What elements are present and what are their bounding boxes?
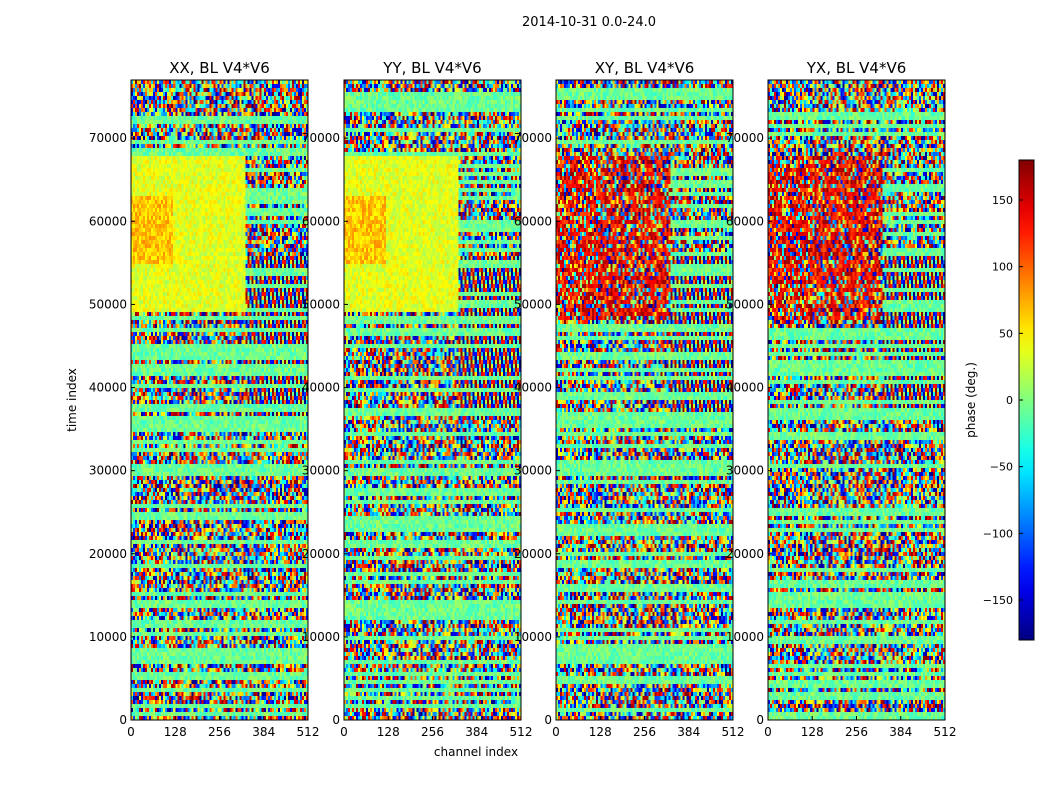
colorbar-tick-label: 50 [999, 327, 1013, 340]
y-tick-label: 0 [332, 713, 340, 727]
y-tick-label: 20000 [726, 547, 764, 561]
colorbar-tick-label: −150 [983, 594, 1013, 607]
colorbar: 150 100 50 0 −50 −100 −150 phase (deg.) [964, 159, 1035, 641]
x-tick-label: 128 [164, 725, 187, 739]
y-tick-label: 40000 [89, 381, 127, 395]
y-tick-label: 50000 [514, 297, 552, 311]
figure-suptitle: 2014-10-31 0.0-24.0 [522, 15, 656, 30]
y-tick-label: 40000 [514, 381, 552, 395]
x-tick-label: 384 [889, 725, 912, 739]
y-tick-label: 30000 [514, 464, 552, 478]
y-axis-label: time index [65, 368, 79, 432]
y-tick-label: 50000 [726, 297, 764, 311]
y-tick-label: 70000 [726, 131, 764, 145]
y-tick-label: 0 [119, 713, 127, 727]
x-tick-label: 256 [208, 725, 231, 739]
panel-xy: XY, BL V4*V6 0 128 256 384 512 0 10000 20000 3000… [514, 59, 745, 739]
colorbar-label: phase (deg.) [964, 362, 978, 438]
x-tick-label: 384 [465, 725, 488, 739]
y-tick-label: 10000 [726, 630, 764, 644]
heatmap-image [768, 80, 945, 720]
heatmap-image [556, 80, 733, 720]
x-tick-label: 128 [589, 725, 612, 739]
x-tick-label: 0 [127, 725, 135, 739]
panels: XX, BL V4*V6 0 128 256 384 512 0 10000 20000 3000… [89, 59, 957, 739]
x-tick-label: 128 [377, 725, 400, 739]
colorbar-tick-label: 150 [992, 194, 1013, 207]
panel-title: XX, BL V4*V6 [169, 59, 270, 77]
x-tick-label: 0 [764, 725, 772, 739]
panel-xx: XX, BL V4*V6 0 128 256 384 512 0 10000 20000 3000… [89, 59, 320, 739]
y-tick-label: 0 [756, 713, 764, 727]
heatmap-image [344, 80, 521, 720]
x-tick-label: 384 [252, 725, 275, 739]
y-tick-label: 20000 [89, 547, 127, 561]
panel-yx: YX, BL V4*V6 0 128 256 384 512 0 10000 20000 3000… [726, 59, 957, 739]
y-tick-label: 10000 [514, 630, 552, 644]
x-tick-label: 128 [801, 725, 824, 739]
y-tick-label: 10000 [302, 630, 340, 644]
x-tick-label: 512 [934, 725, 957, 739]
y-tick-label: 30000 [302, 464, 340, 478]
y-tick-label: 30000 [726, 464, 764, 478]
y-tick-label: 20000 [514, 547, 552, 561]
y-tick-label: 60000 [89, 214, 127, 228]
x-tick-label: 256 [845, 725, 868, 739]
panel-yy: YY, BL V4*V6 0 128 256 384 512 0 10000 20000 3000… [302, 59, 533, 739]
x-tick-label: 256 [421, 725, 444, 739]
y-tick-label: 60000 [514, 214, 552, 228]
y-tick-label: 70000 [302, 131, 340, 145]
y-tick-label: 40000 [302, 381, 340, 395]
x-tick-label: 256 [633, 725, 656, 739]
heatmap-image [131, 80, 308, 720]
x-tick-label: 0 [552, 725, 560, 739]
y-tick-label: 30000 [89, 464, 127, 478]
y-tick-label: 0 [544, 713, 552, 727]
x-tick-label: 512 [297, 725, 320, 739]
x-tick-label: 512 [722, 725, 745, 739]
y-tick-label: 60000 [726, 214, 764, 228]
panel-title: YY, BL V4*V6 [382, 59, 481, 77]
y-tick-label: 50000 [89, 297, 127, 311]
y-tick-label: 70000 [514, 131, 552, 145]
y-tick-label: 40000 [726, 381, 764, 395]
y-tick-label: 20000 [302, 547, 340, 561]
colorbar-tick-label: −50 [990, 461, 1013, 474]
y-tick-label: 10000 [89, 630, 127, 644]
colorbar-tick-label: 0 [1006, 394, 1013, 407]
y-tick-label: 60000 [302, 214, 340, 228]
x-tick-label: 0 [340, 725, 348, 739]
panel-title: XY, BL V4*V6 [595, 59, 695, 77]
y-tick-label: 70000 [89, 131, 127, 145]
y-tick-label: 50000 [302, 297, 340, 311]
colorbar-tick-label: 100 [992, 261, 1013, 274]
x-axis-label: channel index [434, 745, 518, 759]
x-tick-label: 512 [510, 725, 533, 739]
panel-title: YX, BL V4*V6 [806, 59, 907, 77]
x-tick-label: 384 [677, 725, 700, 739]
colorbar-tick-label: −100 [983, 527, 1013, 540]
